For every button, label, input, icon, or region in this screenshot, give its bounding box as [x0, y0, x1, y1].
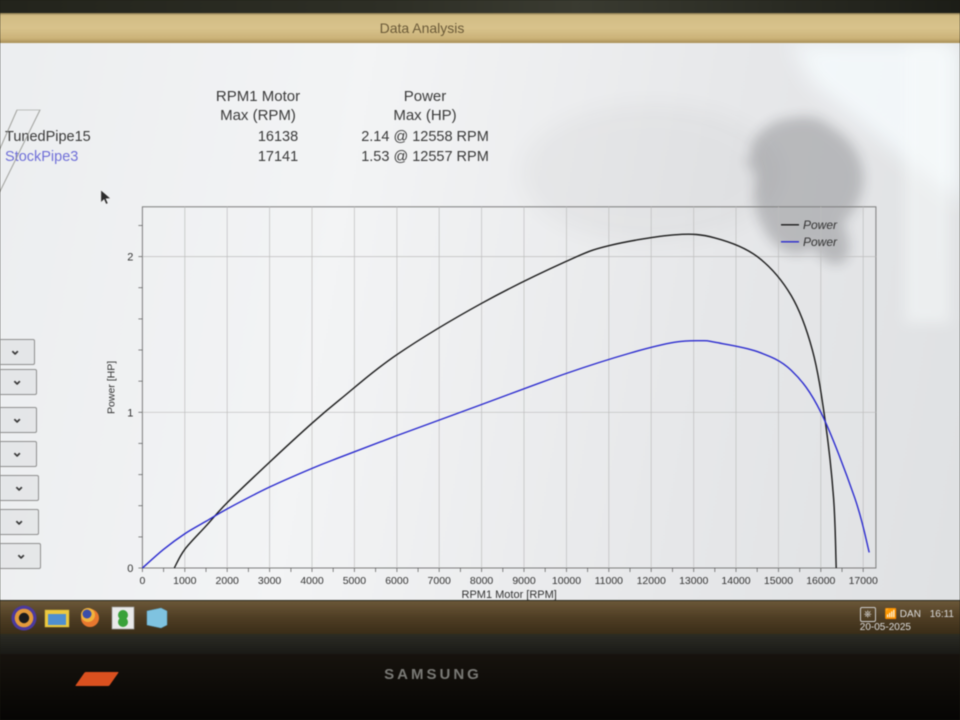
svg-text:9000: 9000: [512, 575, 536, 587]
svg-text:0: 0: [139, 575, 145, 587]
svg-text:1000: 1000: [173, 575, 197, 587]
svg-text:7000: 7000: [428, 575, 452, 587]
svg-text:4000: 4000: [300, 575, 324, 587]
svg-text:Power [HP]: Power [HP]: [105, 361, 117, 414]
svg-text:14000: 14000: [721, 575, 750, 587]
svg-text:11000: 11000: [595, 575, 624, 587]
svg-text:16000: 16000: [806, 575, 835, 587]
svg-text:1: 1: [127, 407, 133, 419]
svg-text:17000: 17000: [849, 575, 878, 587]
svg-text:10000: 10000: [552, 575, 581, 587]
svg-text:Power: Power: [803, 235, 838, 249]
svg-text:8000: 8000: [470, 575, 494, 587]
svg-text:2000: 2000: [216, 575, 240, 587]
svg-text:2: 2: [127, 252, 133, 264]
svg-text:13000: 13000: [679, 575, 708, 587]
svg-text:6000: 6000: [385, 575, 409, 587]
svg-text:Power: Power: [803, 218, 838, 232]
svg-text:12000: 12000: [637, 575, 666, 587]
svg-text:5000: 5000: [343, 575, 367, 587]
svg-text:RPM1 Motor [RPM]: RPM1 Motor [RPM]: [462, 589, 557, 600]
svg-text:3000: 3000: [258, 575, 282, 587]
svg-text:15000: 15000: [764, 575, 793, 587]
svg-text:0: 0: [127, 563, 133, 575]
